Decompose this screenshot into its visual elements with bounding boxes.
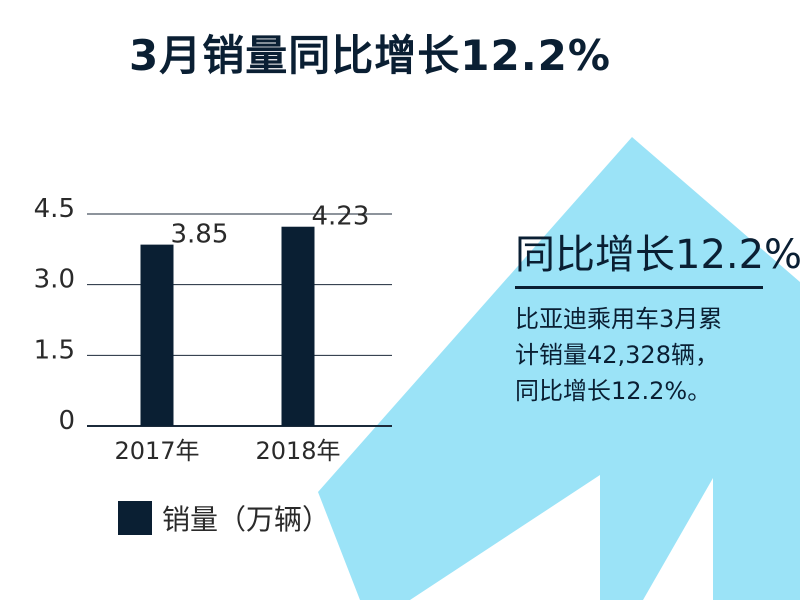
callout-body: 比亚迪乘用车3月累 计销量42,328辆， 同比增长12.2%。 [515,301,785,409]
bar [281,226,315,426]
y-tick-label: 4.5 [34,194,75,224]
bar [140,244,174,426]
data-label: 3.85 [171,220,229,250]
chart-legend: 销量（万辆） [118,498,330,538]
x-category-label: 2018年 [255,437,340,465]
up-arrow-shape [318,137,800,600]
y-tick-label: 1.5 [34,335,75,365]
callout-line: 同比增长12.2%。 [515,377,712,405]
callout-title: 同比增长12.2% [515,232,800,278]
x-category-label: 2017年 [114,437,199,465]
callout-divider [515,286,763,289]
callout-line: 比亚迪乘用车3月累 [515,305,723,333]
y-tick-label: 3.0 [34,265,75,295]
legend-swatch [118,501,152,535]
callout-box: 同比增长12.2% 比亚迪乘用车3月累 计销量42,328辆， 同比增长12.2… [515,222,800,409]
legend-label: 销量（万辆） [162,503,331,536]
y-tick-label: 0 [58,406,75,436]
data-label: 4.23 [312,202,370,232]
callout-line: 计销量42,328辆， [515,341,719,369]
page-title: 3月销量同比增长12.2% [129,31,611,80]
